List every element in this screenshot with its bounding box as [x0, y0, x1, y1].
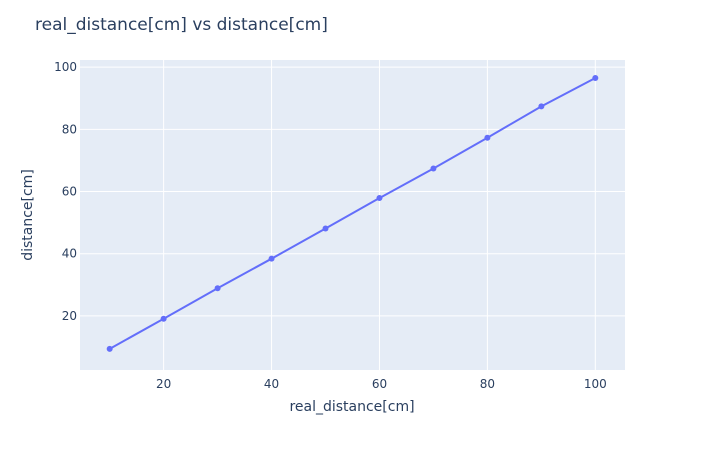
y-tick-label: 20	[62, 309, 77, 323]
data-point	[430, 165, 437, 172]
data-point	[214, 285, 221, 292]
y-tick-label: 100	[54, 60, 77, 74]
data-point	[160, 315, 167, 322]
y-axis-title: distance[cm]	[20, 169, 36, 261]
data-series	[106, 75, 599, 352]
x-tick-label: 60	[372, 377, 387, 391]
x-tick-label: 100	[584, 377, 607, 391]
x-axis-title: real_distance[cm]	[289, 399, 414, 415]
y-tick-label: 40	[62, 247, 77, 261]
y-tick-label: 60	[62, 185, 77, 199]
x-tick-label: 40	[264, 377, 279, 391]
chart-title: real_distance[cm] vs distance[cm]	[35, 15, 328, 35]
data-point	[592, 75, 599, 82]
series-line	[109, 77, 596, 350]
data-point	[376, 195, 383, 202]
data-point	[322, 225, 329, 232]
data-point	[106, 345, 113, 352]
grid-lines	[80, 60, 625, 370]
axis-ticks: 20 40 60 80 100 20 40 60 80 100	[54, 60, 607, 391]
data-point	[538, 103, 545, 110]
data-point	[484, 134, 491, 141]
x-tick-label: 20	[156, 377, 171, 391]
data-point	[268, 255, 275, 262]
x-tick-label: 80	[480, 377, 495, 391]
y-tick-label: 80	[62, 122, 77, 136]
